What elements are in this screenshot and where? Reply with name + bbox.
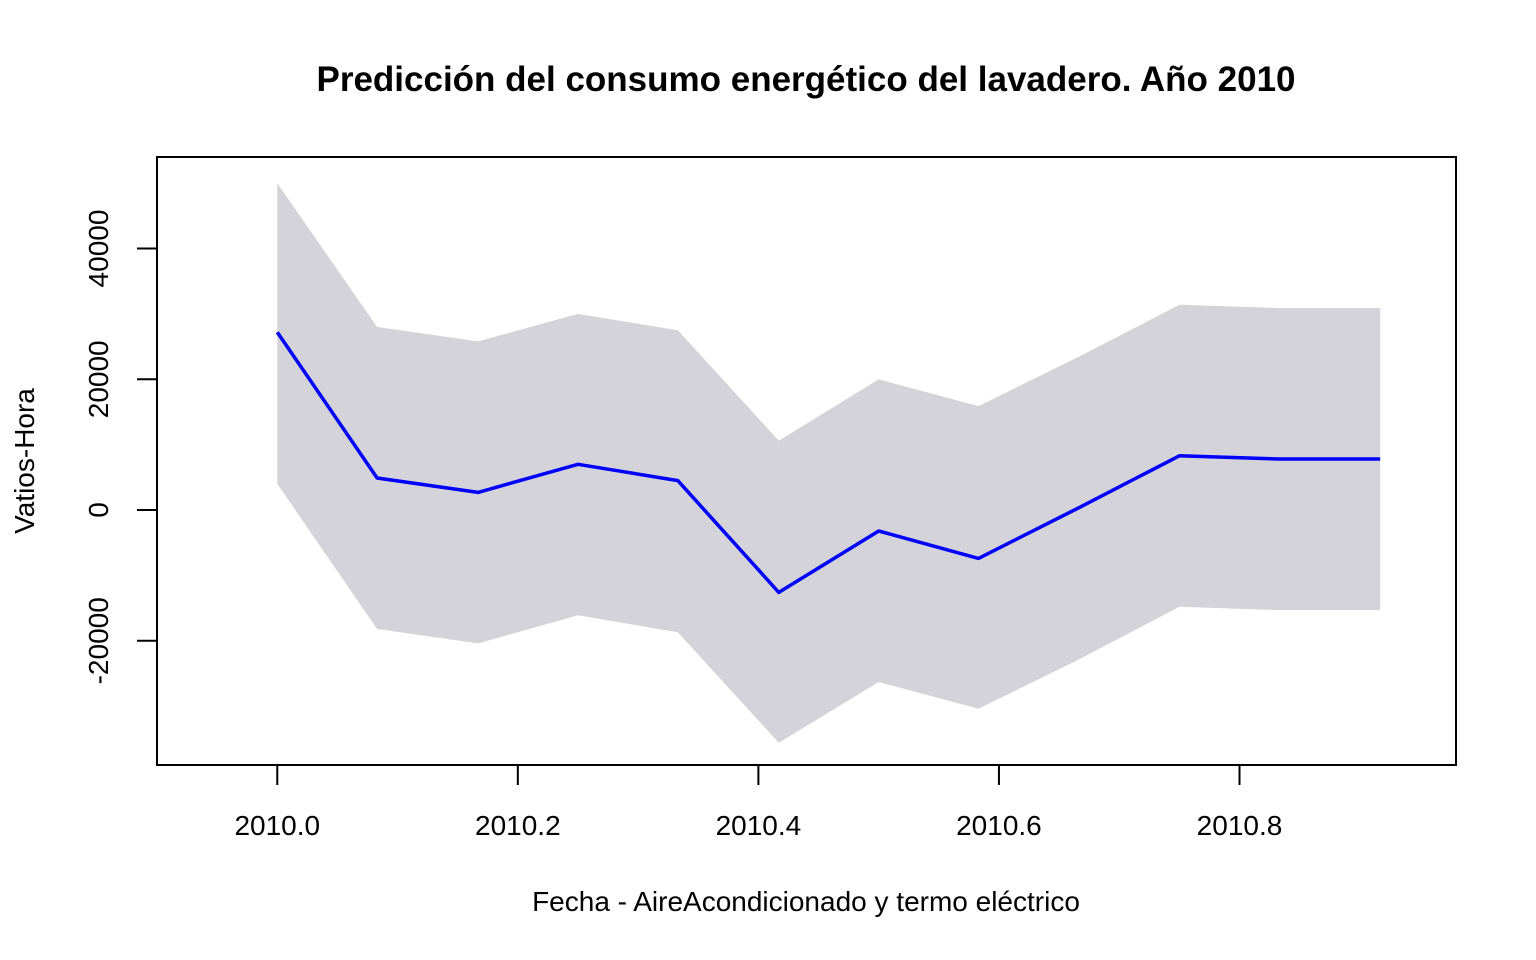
x-axis-label: Fecha - AireAcondicionado y termo eléctr… <box>532 886 1080 917</box>
y-axis-label: Vatios-Hora <box>9 388 40 534</box>
y-tick-label: 0 <box>83 502 114 518</box>
y-axis: -20000 0 20000 40000 <box>83 210 158 684</box>
series-group <box>275 331 1381 595</box>
x-tick-label: 2010.2 <box>475 810 561 841</box>
x-tick-label: 2010.0 <box>234 810 320 841</box>
x-tick-label: 2010.8 <box>1197 810 1283 841</box>
confidence-band-group <box>277 183 1381 743</box>
x-tick-label: 2010.4 <box>716 810 802 841</box>
chart-title: Predicción del consumo energético del la… <box>316 60 1295 99</box>
confidence-band <box>277 183 1381 743</box>
y-tick-label: 40000 <box>83 210 114 288</box>
x-tick-label: 2010.6 <box>956 810 1042 841</box>
x-axis: 2010.0 2010.2 2010.4 2010.6 2010.8 <box>234 764 1283 841</box>
prediction-line <box>275 331 1381 595</box>
y-tick-label: 20000 <box>83 340 114 418</box>
y-tick-label: -20000 <box>83 597 114 684</box>
